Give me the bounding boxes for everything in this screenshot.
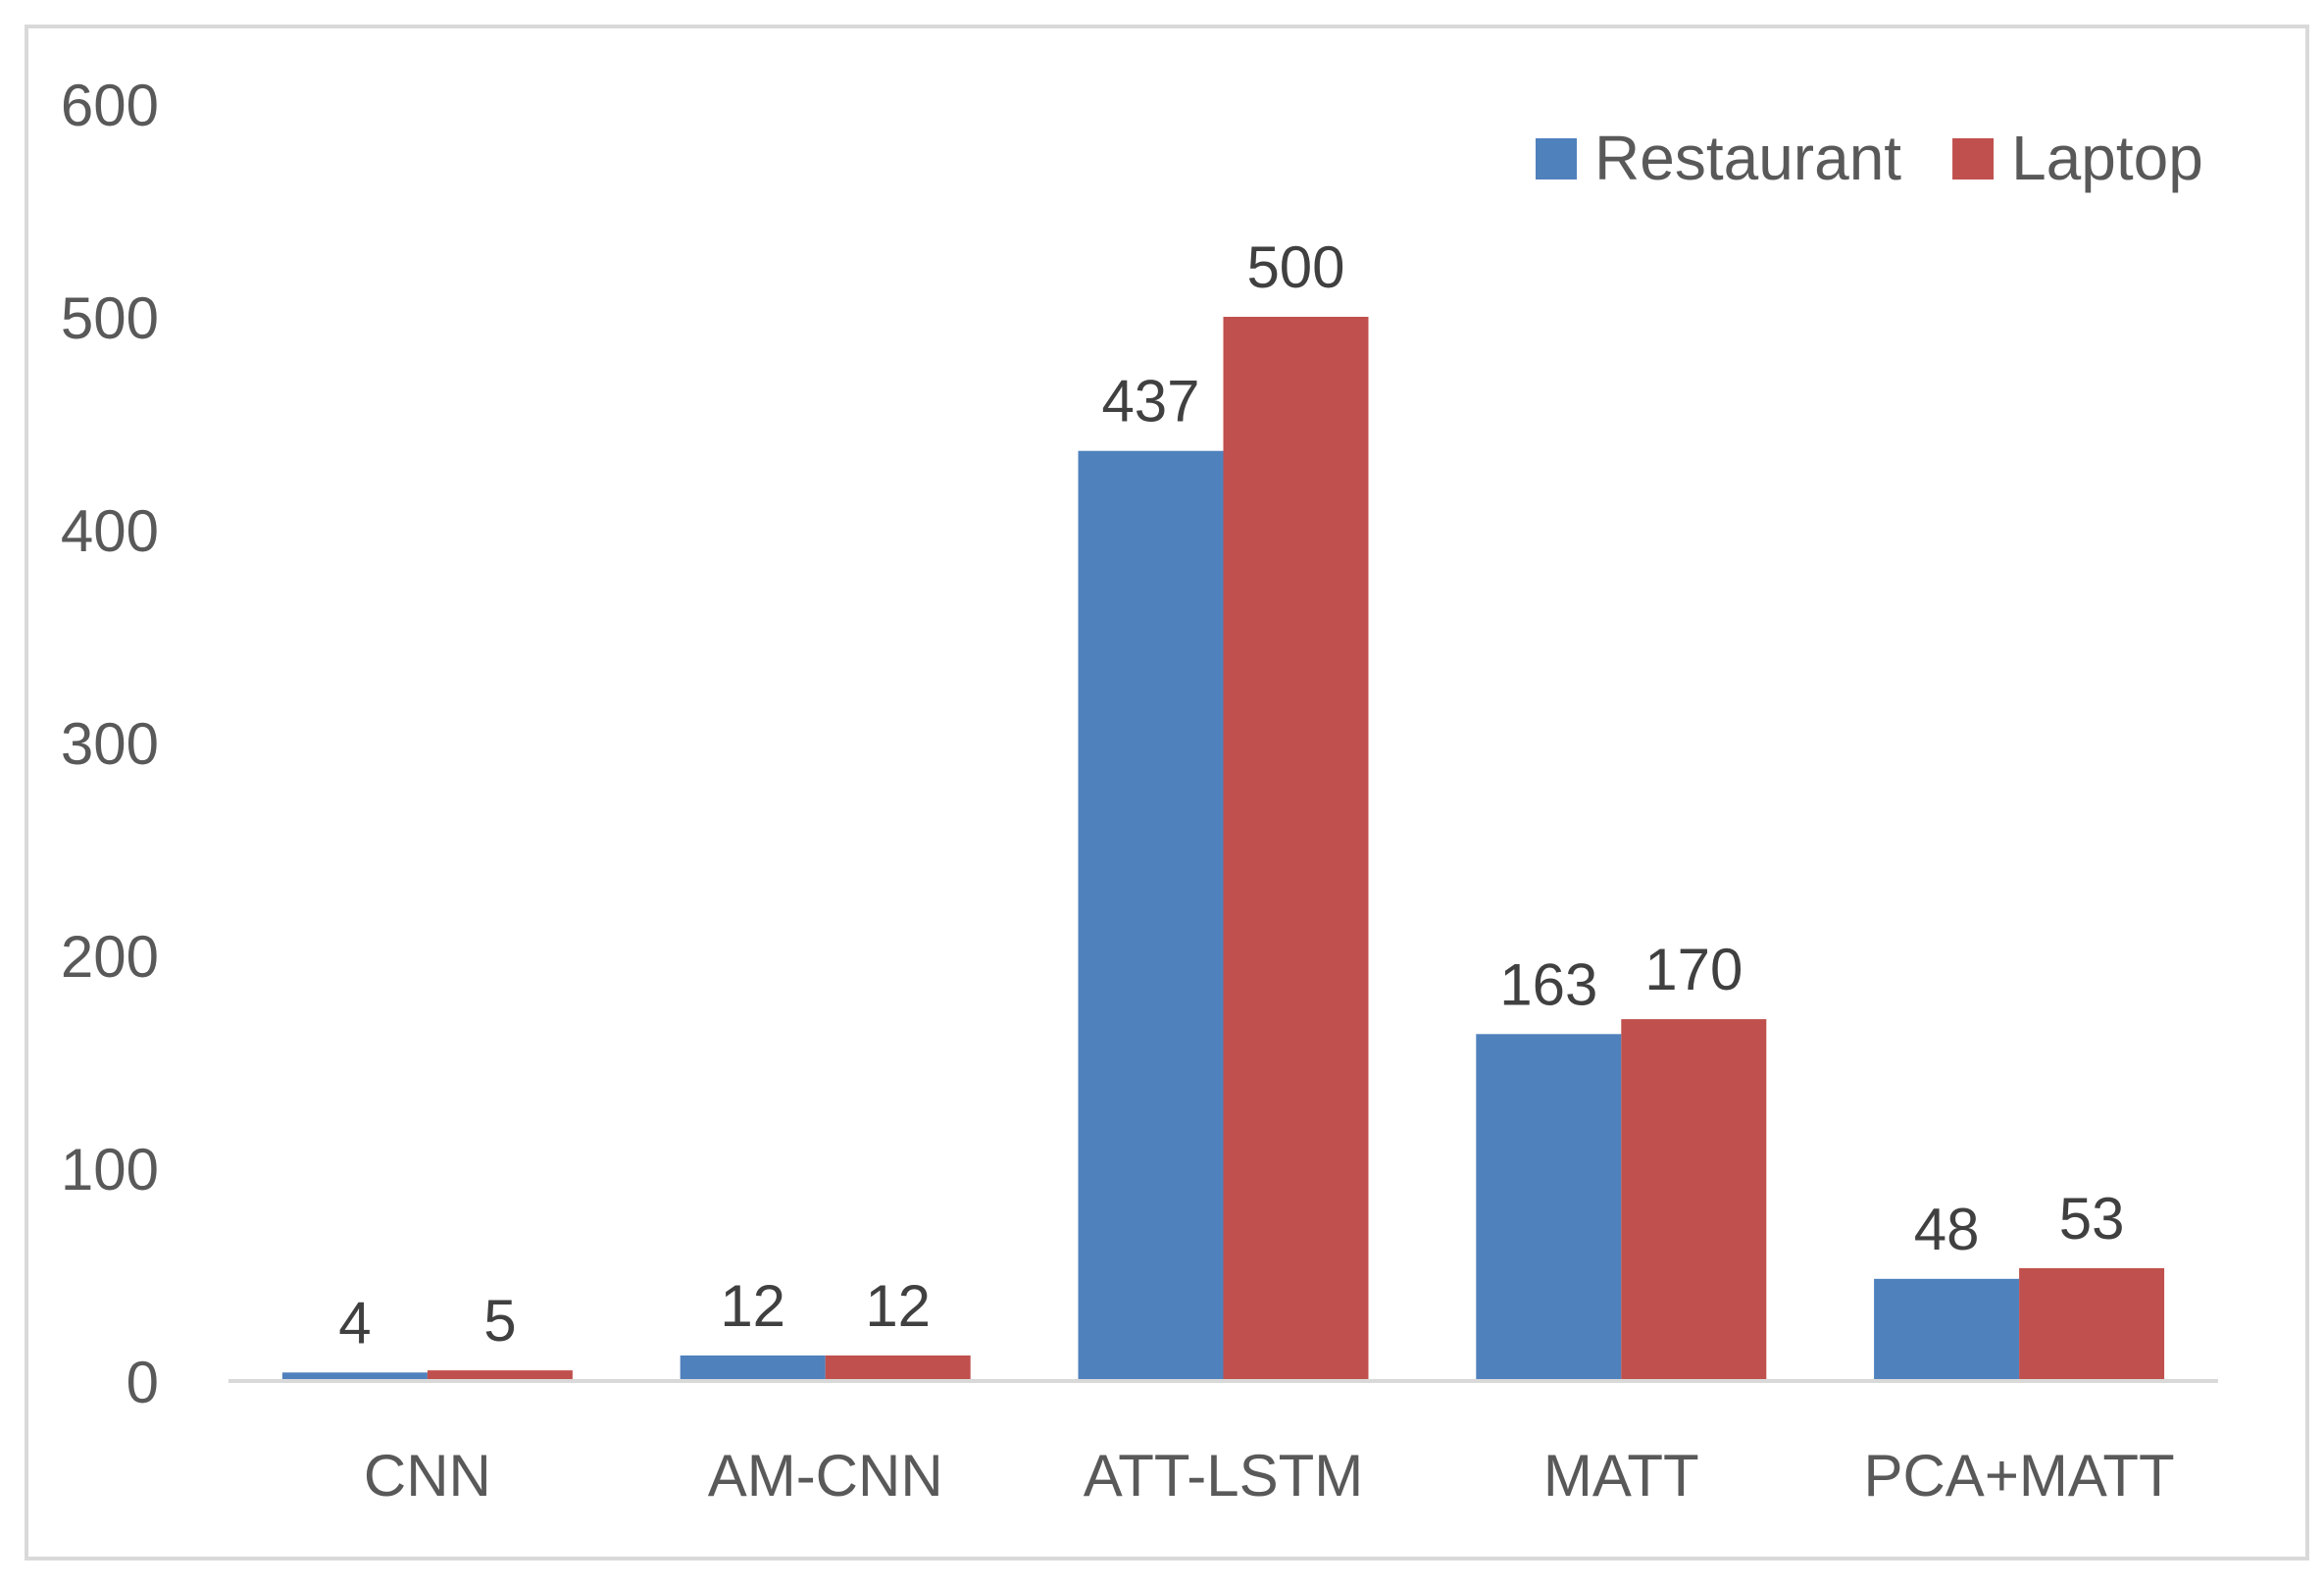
x-tick-label: CNN [364,1443,491,1509]
x-tick-label: MATT [1543,1443,1699,1509]
bar-restaurant-matt [1476,1034,1622,1381]
bar-data-labels: 4 5 12 12 437 500 163 170 48 53 [338,234,2124,1356]
bar-data-label: 4 [338,1290,371,1356]
bar-data-label: 5 [483,1288,516,1354]
y-tick-label: 300 [61,711,159,777]
y-tick-label: 100 [61,1137,159,1202]
bar-data-label: 437 [1101,369,1199,435]
bar-data-label: 163 [1499,951,1597,1017]
bar-data-label: 48 [1914,1197,1980,1262]
bar-data-label: 500 [1246,234,1344,300]
bar-restaurant-am-cnn [680,1355,826,1381]
legend-swatch [1952,138,1995,179]
bar-data-label: 170 [1644,937,1743,1002]
x-tick-label: PCA+MATT [1863,1443,2174,1509]
y-tick-label: 0 [126,1350,159,1415]
bar-restaurant-att-lstm [1078,450,1224,1382]
bar-laptop-cnn [427,1370,573,1381]
bar-restaurant-cnn [281,1372,428,1381]
y-tick-label: 500 [61,285,159,351]
bar-laptop-att-lstm [1223,317,1369,1381]
legend-swatch [1536,138,1577,179]
bar-restaurant-pca-matt [1874,1278,2020,1381]
x-tick-label: ATT-LSTM [1084,1443,1364,1509]
bar-data-label: 53 [2059,1186,2125,1252]
x-tick-label: AM-CNN [708,1443,943,1509]
x-axis-ticks: CNN AM-CNN ATT-LSTM MATT PCA+MATT [364,1443,2175,1509]
y-tick-label: 600 [61,73,159,138]
bar-laptop-pca-matt [2019,1267,2165,1381]
bar-laptop-am-cnn [825,1355,971,1381]
bars [281,317,2165,1382]
y-axis-ticks: 0 100 200 300 400 500 600 [61,73,159,1415]
legend: Restaurant Laptop [1536,123,2203,193]
legend-label: Restaurant [1594,123,1901,193]
y-tick-label: 400 [61,498,159,564]
bar-laptop-matt [1621,1019,1767,1381]
bar-data-label: 12 [865,1273,931,1339]
bar-data-label: 12 [720,1273,785,1339]
y-tick-label: 200 [61,924,159,990]
legend-label: Laptop [2011,123,2203,193]
